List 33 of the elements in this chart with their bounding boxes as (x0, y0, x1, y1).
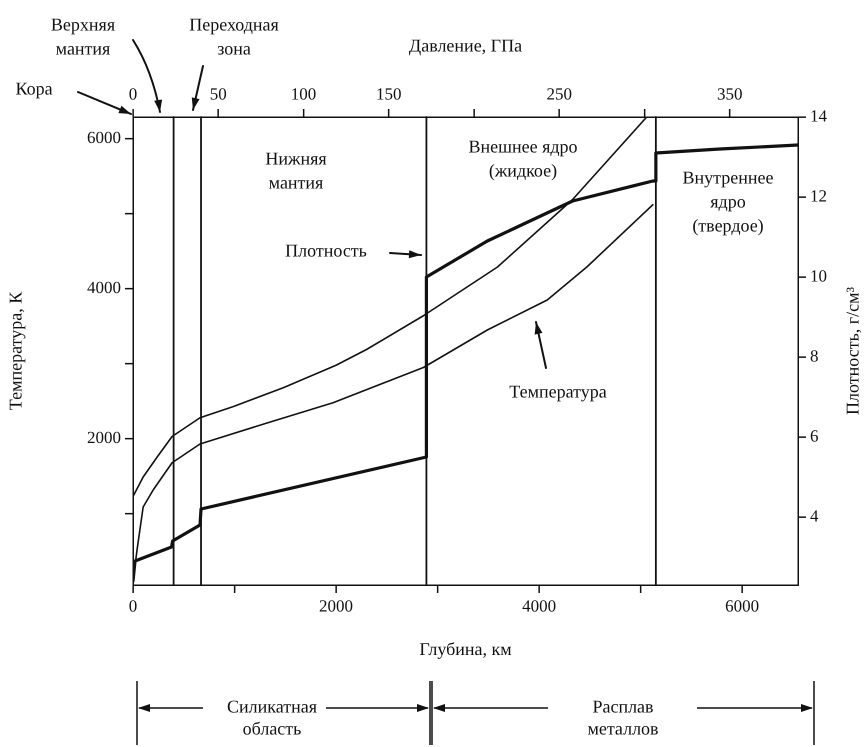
x2-tick-label: 150 (376, 84, 402, 104)
y2-axis-title: Плотность, г/см³ (842, 286, 863, 415)
x-tick-label: 2000 (319, 596, 354, 616)
y2-tick-label: 12 (810, 186, 827, 206)
annotation: Температура (509, 382, 607, 402)
text: Кора (15, 78, 53, 99)
x2-tick-label: 100 (290, 84, 316, 104)
x2-tick-label: 50 (210, 84, 227, 104)
text: Верхняя мантия (50, 14, 116, 59)
y-tick-label: 6000 (87, 128, 121, 148)
y2-tick-label: 8 (810, 346, 818, 366)
y-tick-label: 2000 (87, 428, 121, 448)
y2-tick-label: 14 (810, 106, 828, 126)
x-tick-label: 6000 (725, 596, 760, 616)
annotation: Нижняя мантия (265, 148, 327, 193)
annotation: Плотность (285, 240, 367, 261)
x2-tick-label: 350 (717, 84, 743, 104)
x2-axis-title: Давление, ГПа (408, 36, 522, 56)
x-tick-label: 0 (128, 596, 138, 616)
y2-tick-label: 10 (810, 266, 827, 286)
text: Переходная зона (189, 14, 279, 59)
text: Расплав металлов (587, 696, 659, 739)
x-axis-title: Глубина, км (419, 638, 512, 659)
text: Силикатная область (226, 696, 318, 739)
y2-tick-label: 6 (810, 426, 818, 446)
x2-tick-label: 250 (546, 84, 572, 104)
annotation: Внешнее ядро (жидкое) (468, 136, 578, 181)
y-tick-label: 4000 (87, 278, 121, 298)
y2-tick-label: 4 (810, 506, 819, 526)
annotation: Внутреннее ядро (твердое) (682, 168, 774, 236)
x-tick-label: 4000 (522, 596, 556, 616)
x2-tick-label: 0 (128, 84, 138, 104)
y-axis-title: Температура, К (6, 290, 26, 410)
